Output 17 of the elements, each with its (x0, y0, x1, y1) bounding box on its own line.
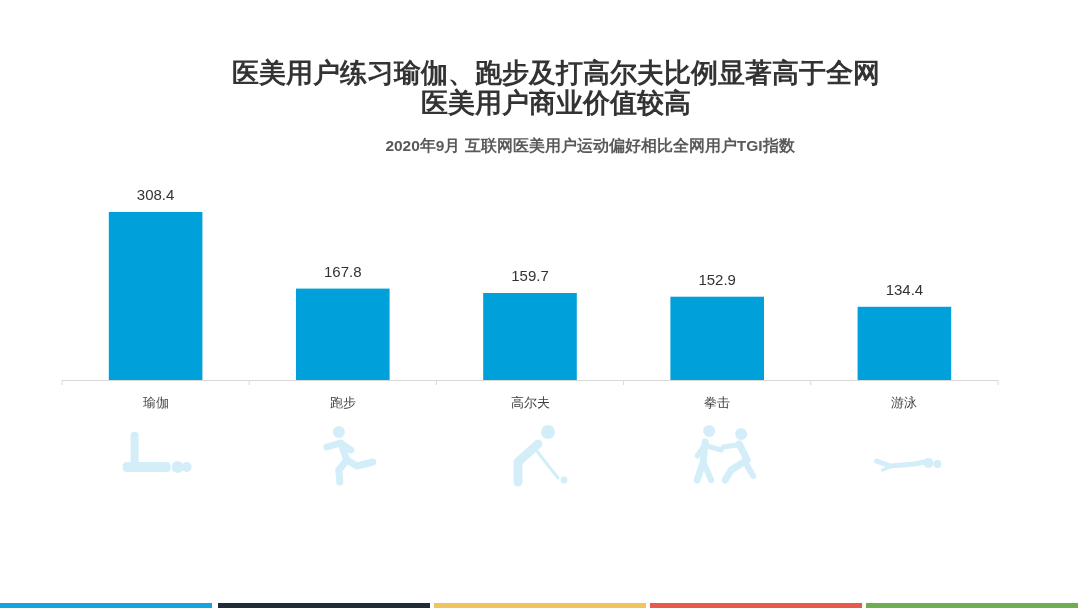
x-tick-label: 跑步 (329, 395, 356, 410)
data-label: 152.9 (698, 270, 736, 288)
chart-title: 医美用户练习瑜伽、跑步及打高尔夫比例显著高于全网医美用户商业价值较高 (232, 58, 880, 118)
bar (857, 306, 952, 380)
bar (108, 212, 203, 380)
data-label: 308.4 (136, 186, 175, 203)
data-label: 167.8 (324, 262, 362, 280)
x-tick-label: 瑜伽 (142, 395, 169, 410)
bar (483, 293, 577, 380)
bar (296, 288, 390, 380)
x-tick-label: 拳击 (704, 395, 731, 410)
x-tick-label: 游泳 (891, 395, 918, 410)
bar (670, 296, 764, 380)
data-label: 159.7 (511, 267, 549, 284)
chart-subtitle: 2020年9月 互联网医美用户运动偏好相比全网用户TGI指数 (385, 136, 796, 154)
x-tick-label: 高尔夫 (510, 395, 550, 410)
data-label: 134.4 (885, 280, 924, 298)
